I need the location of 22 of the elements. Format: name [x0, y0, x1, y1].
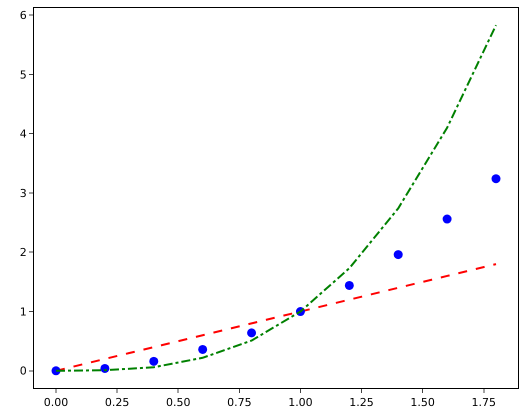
y-tick-label: 2: [20, 246, 27, 260]
point: [344, 280, 354, 290]
point: [442, 214, 452, 224]
y-tick-label: 1: [20, 305, 27, 318]
x-tick-label: 1.00: [288, 396, 313, 410]
point: [198, 344, 208, 354]
x-tick-label: 0.50: [166, 396, 190, 410]
x-tick-label: 1.75: [472, 396, 496, 410]
x-tick-label: 0.00: [44, 396, 68, 410]
point: [394, 250, 403, 260]
y-tick-label: 0: [20, 364, 27, 378]
x-tick-label: 1.50: [410, 396, 435, 410]
point: [492, 174, 500, 184]
x-tick-label: 1.25: [349, 396, 374, 410]
y-tick-label: 5: [20, 68, 27, 82]
x-tick-label: 0.25: [104, 396, 130, 410]
y-tick-label: 3: [20, 186, 27, 200]
point: [149, 356, 158, 366]
y-tick-label: 6: [20, 8, 27, 22]
point: [247, 328, 256, 338]
y-tick-label: 4: [20, 128, 27, 141]
x-tick-label: 0.75: [227, 396, 252, 410]
